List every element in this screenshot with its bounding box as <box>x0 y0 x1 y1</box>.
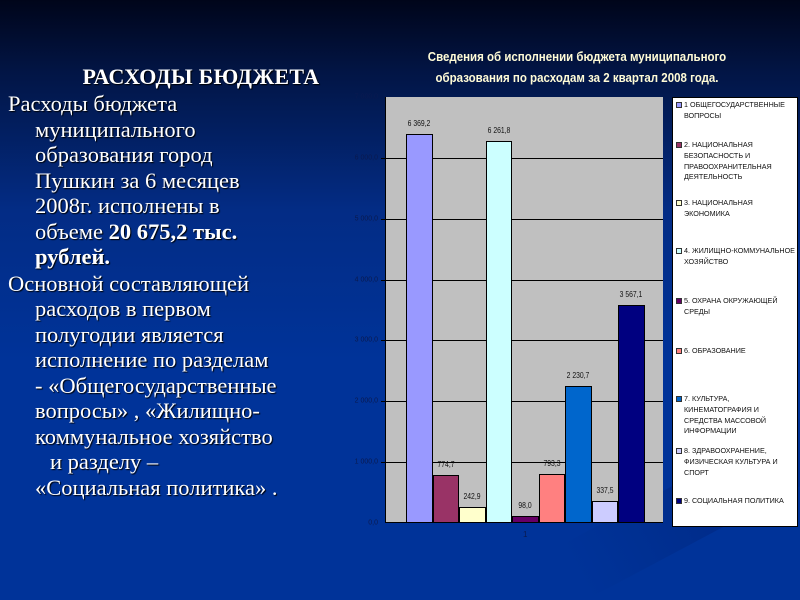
legend-swatch-icon <box>676 200 682 206</box>
text-line: «Социальная политика» . <box>35 474 278 500</box>
bar-value-label: 98,0 <box>518 501 532 511</box>
legend-swatch-icon <box>676 248 682 254</box>
legend-label: 4. ЖИЛИЩНО-КОММУНАЛЬНОЕ ХОЗЯЙСТВО <box>684 246 795 266</box>
legend-item: 3. НАЦИОНАЛЬНАЯ ЭКОНОМИКА <box>676 198 795 220</box>
gridline <box>381 340 663 342</box>
y-tick-label: 7 000,0 <box>354 93 378 101</box>
chart-title-line: Сведения об исполнении бюджета муниципал… <box>427 50 727 64</box>
slide-heading: РАСХОДЫ БЮДЖЕТА <box>82 64 320 89</box>
text-line: Расходы бюджета <box>8 91 178 116</box>
bar <box>432 474 459 522</box>
bar <box>485 140 512 522</box>
bar-value-label: 242,9 <box>463 492 481 502</box>
legend-label: 2. НАЦИОНАЛЬНАЯ БЕЗОПАСНОСТЬ И ПРАВООХРА… <box>684 140 772 182</box>
bar-value-label: 2 230,7 <box>566 371 590 381</box>
text-line: вопросы» , «Жилищно- <box>35 398 260 423</box>
y-tick-label: 0,0 <box>368 519 378 527</box>
text-line: исполнение по разделам <box>35 347 269 372</box>
legend-item: 5. ОХРАНА ОКРУЖАЮЩЕЙ СРЕДЫ <box>676 296 795 318</box>
legend-swatch-icon <box>676 102 682 108</box>
bar <box>512 516 539 522</box>
legend-label: 7. КУЛЬТУРА, КИНЕМАТОГРАФИЯ И СРЕДСТВА М… <box>684 394 767 436</box>
x-axis-category-label: 1 <box>523 530 528 539</box>
chart-legend: 1 ОБЩЕГОСУДАРСТВЕННЫЕ ВОПРОСЫ 2. НАЦИОНАЛ… <box>672 97 798 527</box>
text-line: - «Общегосударственные <box>35 372 277 398</box>
legend-label: 3. НАЦИОНАЛЬНАЯ ЭКОНОМИКА <box>684 198 753 218</box>
text-line: Пушкин за 6 месяцев <box>35 167 240 193</box>
y-tick-label: 5 000,0 <box>354 215 378 223</box>
legend-swatch-icon <box>676 396 682 402</box>
legend-item: 2. НАЦИОНАЛЬНАЯ БЕЗОПАСНОСТЬ И ПРАВООХРА… <box>676 140 795 183</box>
bar <box>591 501 618 522</box>
y-tick-label: 3 000,0 <box>354 336 378 344</box>
paragraph-summary: Расходы бюджета муниципального образован… <box>0 91 362 270</box>
legend-label: 8. ЗДРАВООХРАНЕНИЕ, ФИЗИЧЕСКАЯ КУЛЬТУРА … <box>684 446 778 477</box>
bar-value-label: 337,5 <box>596 486 614 496</box>
text-line: объеме 20 675,2 тыс. <box>0 219 362 245</box>
plot-area: 6 369,2 774,7 242,9 6 261,8 98,0 793,3 2 230,7… <box>381 97 663 523</box>
legend-label: 6. ОБРАЗОВАНИЕ <box>684 346 746 355</box>
text-fragment: объеме <box>35 218 109 244</box>
text-line: образования город <box>35 142 213 167</box>
total-amount: 20 675,2 тыс. <box>108 218 238 244</box>
paragraph-details: Основной составляющей расходов в первом … <box>0 271 362 501</box>
legend-swatch-icon <box>676 498 682 504</box>
text-line: 2008г. исполнены в <box>35 193 220 218</box>
bar-value-label: 6 369,2 <box>407 119 431 129</box>
bar <box>406 134 433 522</box>
chart-title-line: образования по расходам за 2 квартал 200… <box>435 71 719 85</box>
y-tick-label: 1 000,0 <box>354 458 378 466</box>
legend-item: 9. СОЦИАЛЬНАЯ ПОЛИТИКА <box>676 496 795 507</box>
bar-value-label: 774,7 <box>437 459 455 469</box>
bar <box>618 304 645 522</box>
legend-item: 1 ОБЩЕГОСУДАРСТВЕННЫЕ ВОПРОСЫ <box>676 100 795 122</box>
text-line: муниципального <box>35 116 196 142</box>
text-line: коммунальное хозяйство <box>35 423 273 449</box>
bar <box>565 386 592 522</box>
gridline <box>381 401 663 403</box>
gridline <box>381 157 663 159</box>
legend-label: 1 ОБЩЕГОСУДАРСТВЕННЫЕ ВОПРОСЫ <box>684 100 785 120</box>
text-line: рублей. <box>0 244 362 270</box>
legend-label: 9. СОЦИАЛЬНАЯ ПОЛИТИКА <box>684 496 784 505</box>
gridline <box>381 462 663 464</box>
legend-swatch-icon <box>676 348 682 354</box>
legend-swatch-icon <box>676 142 682 148</box>
y-tick-label: 4 000,0 <box>354 276 378 284</box>
legend-swatch-icon <box>676 298 682 304</box>
legend-label: 5. ОХРАНА ОКРУЖАЮЩЕЙ СРЕДЫ <box>684 296 778 316</box>
text-line: расходов в первом <box>35 296 211 321</box>
text-line: полугодии является <box>35 321 224 347</box>
legend-swatch-icon <box>676 448 682 454</box>
text-line: и разделу – <box>50 449 159 474</box>
y-axis: 0,0 1 000,0 2 000,0 3 000,0 4 000,0 5 000,0 6 … <box>340 0 380 600</box>
bar <box>538 473 565 522</box>
currency-unit: рублей. <box>35 244 111 269</box>
chart-title: Сведения об исполнении бюджета муниципал… <box>407 47 747 89</box>
gridline <box>381 218 663 220</box>
y-tick-label: 6 000,0 <box>354 154 378 162</box>
legend-item: 6. ОБРАЗОВАНИЕ <box>676 346 795 357</box>
bar-value-label: 3 567,1 <box>619 289 643 299</box>
gridline <box>381 279 663 281</box>
bar-value-label: 793,3 <box>543 458 561 468</box>
legend-item: 8. ЗДРАВООХРАНЕНИЕ, ФИЗИЧЕСКАЯ КУЛЬТУРА … <box>676 446 795 478</box>
y-tick-label: 2 000,0 <box>354 397 378 405</box>
legend-item: 7. КУЛЬТУРА, КИНЕМАТОГРАФИЯ И СРЕДСТВА М… <box>676 394 795 437</box>
text-line: Основной составляющей <box>8 270 250 296</box>
legend-item: 4. ЖИЛИЩНО-КОММУНАЛЬНОЕ ХОЗЯЙСТВО <box>676 246 795 268</box>
bar-value-label: 6 261,8 <box>487 125 511 135</box>
text-column: РАСХОДЫ БЮДЖЕТА Расходы бюджета муниципа… <box>0 64 362 500</box>
bar <box>459 507 486 522</box>
